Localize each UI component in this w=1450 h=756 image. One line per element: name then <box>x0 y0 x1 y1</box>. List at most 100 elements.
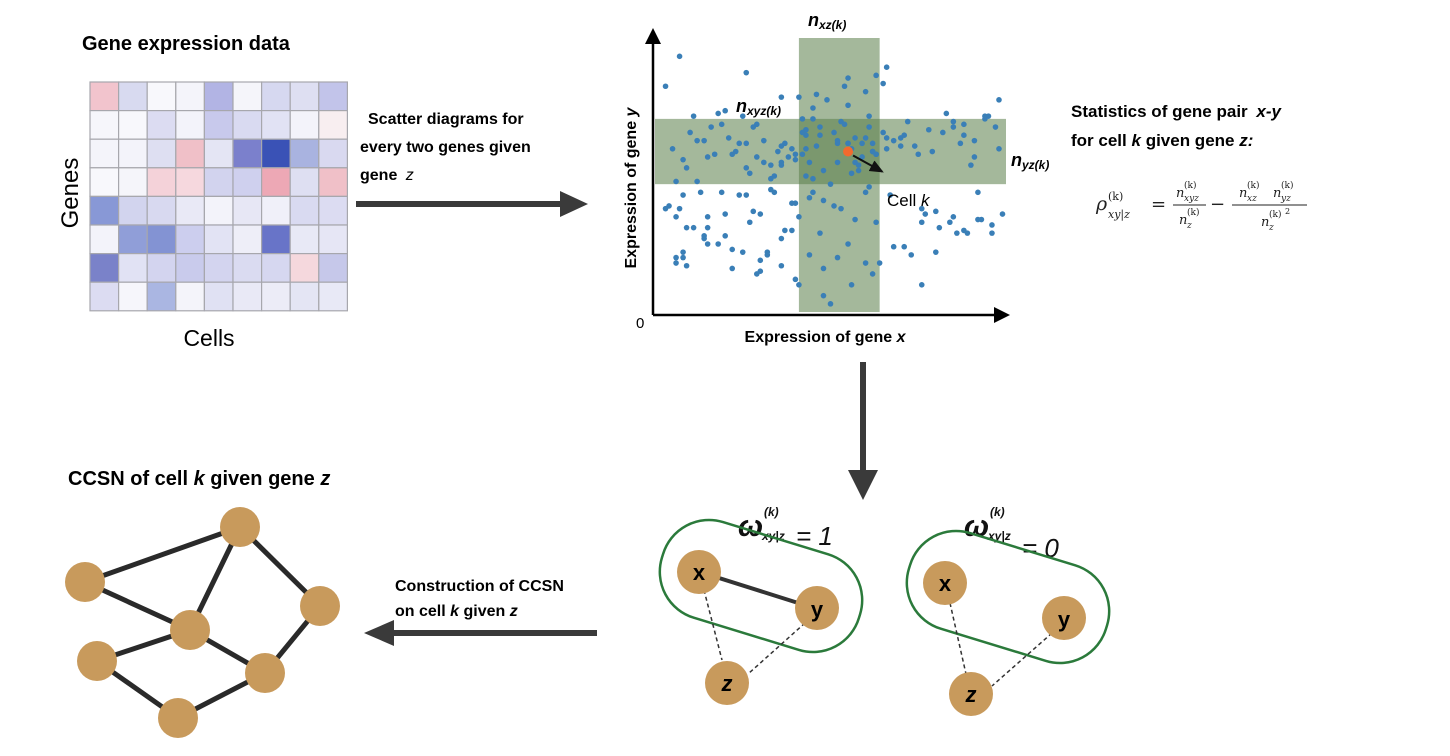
scatter-point <box>796 94 802 100</box>
scatter-point <box>757 211 764 217</box>
cell-k-var: k <box>921 191 931 210</box>
scatter-point <box>792 200 799 206</box>
ccsn-node <box>77 641 117 681</box>
x-axis-label: Expression of gene x <box>745 329 907 346</box>
heatmap-cell <box>89 167 120 198</box>
scatter-point <box>683 224 690 231</box>
scatter-point <box>880 129 886 136</box>
scatter-point <box>820 197 827 204</box>
t1-den-sup: (k) <box>1187 207 1199 218</box>
scatter-point <box>992 124 999 130</box>
heatmap-cell <box>318 253 348 283</box>
scatter-point <box>746 170 753 177</box>
scatter-point <box>680 249 686 255</box>
heatmap-cell <box>146 138 177 169</box>
scatter-point <box>848 170 855 177</box>
scatter-point <box>929 148 936 155</box>
heatmap-title: Gene expression data <box>82 33 291 55</box>
x-axis-arrowhead <box>994 307 1010 323</box>
n-yz-label: nyz(k) <box>1011 150 1049 172</box>
scatter-point <box>866 124 872 130</box>
heatmap-cell <box>175 253 206 283</box>
t2-den-sub: z <box>1268 223 1274 233</box>
scatter-point <box>834 137 841 144</box>
scatter-point <box>890 137 897 144</box>
ccsn-node <box>220 507 260 547</box>
scatter-point <box>792 276 799 283</box>
scatter-point <box>911 143 918 149</box>
scatter-point <box>711 151 718 158</box>
scatter-point <box>950 118 957 125</box>
scatter-point <box>817 230 823 236</box>
heatmap-cell <box>175 81 206 112</box>
heatmap-cell <box>232 224 263 255</box>
omega-1-node-x <box>677 550 721 594</box>
omega-1-sup: (k) <box>764 505 779 519</box>
heatmap-cell <box>146 224 177 255</box>
heatmap-cell <box>203 138 234 169</box>
heatmap-cell <box>318 281 348 312</box>
scatter-point <box>933 249 939 255</box>
scatter-point <box>925 126 932 133</box>
origin-label: 0 <box>636 315 644 332</box>
scatter-point <box>736 192 743 198</box>
scatter-point <box>746 219 753 226</box>
omega-1-node-z-label: z <box>721 671 733 696</box>
scatter-point <box>883 64 890 70</box>
scatter-point <box>690 224 697 231</box>
scatter-point <box>968 162 974 168</box>
scatter-point <box>961 227 967 234</box>
heatmap-cell <box>289 224 320 255</box>
heatmap-cell <box>117 253 148 283</box>
heatmap-cell <box>175 167 206 198</box>
scatter-point <box>971 154 978 160</box>
scatter-point <box>873 72 879 79</box>
stats-given-var: z: <box>1238 131 1253 150</box>
t2-num-a-n: n <box>1239 186 1247 201</box>
scatter-point <box>789 146 795 152</box>
scatter-point <box>848 282 855 288</box>
scatter-point <box>768 162 774 168</box>
scatter-point <box>873 151 879 158</box>
formula-equals: = <box>1151 194 1166 215</box>
scatter-point <box>845 102 851 109</box>
scatter-point <box>810 189 816 196</box>
scatter-point <box>778 143 785 149</box>
stats-line1: Statistics of gene pair x-y <box>1071 102 1283 121</box>
scatter-point <box>862 260 869 266</box>
scatter-point <box>817 124 823 130</box>
scatter-point <box>852 159 858 166</box>
omega-0-node-y <box>1042 596 1086 640</box>
scatter-point <box>775 148 781 155</box>
scatter-point <box>750 124 757 130</box>
heatmap-cell <box>318 224 348 255</box>
scatter-point <box>729 265 736 272</box>
scatter-point <box>996 146 1002 152</box>
scatter-point <box>806 159 813 166</box>
heatmap-cell <box>203 109 234 140</box>
scatter-point <box>947 219 953 226</box>
scatter-point <box>778 262 785 269</box>
heatmap-cell <box>289 167 320 198</box>
scatter-point <box>961 132 967 138</box>
scatter-point <box>683 165 690 171</box>
heatmap-cell <box>261 224 291 255</box>
heatmap-cell <box>203 281 234 312</box>
scatter-point <box>736 140 743 147</box>
heatmap-cell <box>289 138 320 169</box>
scatter-point <box>761 137 767 144</box>
scatter-point <box>810 175 816 182</box>
scatter-point <box>841 121 848 128</box>
heatmap-cell <box>318 109 348 140</box>
ccsn-title-a: CCSN of cell <box>68 468 188 490</box>
arrow2-given: given <box>464 603 506 620</box>
heatmap-cell <box>318 81 348 112</box>
t2-num-b-sub: yz <box>1280 194 1291 204</box>
ccsn-title: CCSN of cell k given gene z <box>68 468 330 490</box>
scatter-point <box>680 192 686 198</box>
heatmap-cell <box>89 109 120 140</box>
arrow2-caption-line2: on cell k given z <box>395 603 518 620</box>
heatmap-cell <box>146 167 177 198</box>
scatter-point <box>904 118 911 125</box>
n-xz-subscript: xz(k) <box>818 18 846 32</box>
